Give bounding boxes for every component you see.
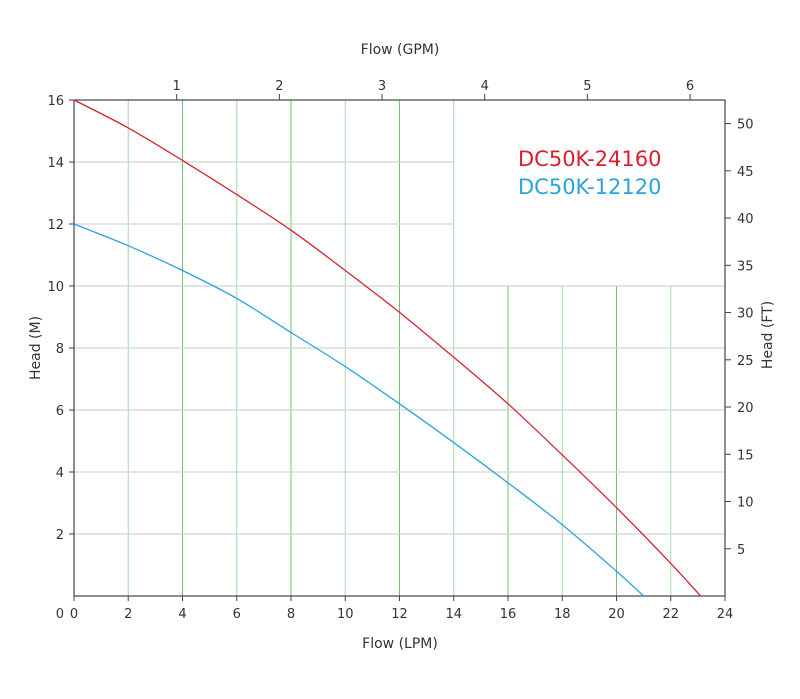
y2-tick-label: 10	[737, 496, 754, 511]
y-tick-label: 12	[47, 218, 64, 233]
y-axis-label: Head (M)	[28, 316, 44, 380]
y2-tick-label: 15	[737, 448, 754, 463]
x-tick-label: 6	[233, 607, 241, 622]
x-tick-label: 18	[554, 607, 571, 622]
y2-tick-label: 45	[737, 165, 754, 180]
y2-tick-label: 50	[737, 118, 754, 133]
y2-tick-label: 25	[737, 354, 754, 369]
series-line-DC50K-12120	[73, 223, 645, 597]
y-tick-label: 14	[47, 156, 64, 171]
x-tick-label: 0	[70, 607, 78, 622]
x2-tick-label: 1	[173, 79, 181, 94]
x-tick-label: 2	[124, 607, 132, 622]
legend: DC50K-24160 DC50K-12120	[518, 147, 662, 199]
x-tick-label: 8	[287, 607, 295, 622]
x2-tick-label: 5	[583, 79, 591, 94]
x-axis-label: Flow (LPM)	[362, 636, 438, 652]
x-tick-label: 20	[608, 607, 625, 622]
x-tick-label: 14	[445, 607, 462, 622]
y-tick-label: 2	[56, 528, 64, 543]
y-tick-label: 10	[47, 280, 64, 295]
x-tick-label: 4	[178, 607, 186, 622]
x-tick-label: 12	[391, 607, 408, 622]
x-tick-label: 24	[717, 607, 734, 622]
legend-entry: DC50K-12120	[518, 175, 662, 199]
y-tick-label: 6	[56, 404, 64, 419]
y-tick-label: 0	[56, 607, 64, 622]
y2-tick-label: 20	[737, 401, 754, 416]
x2-tick-label: 2	[275, 79, 283, 94]
y2-tick-label: 40	[737, 212, 754, 227]
series-line-DC50K-24160	[73, 99, 702, 597]
y-tick-label: 8	[56, 342, 64, 357]
x2-tick-label: 6	[686, 79, 694, 94]
y2-tick-label: 35	[737, 259, 754, 274]
x2-tick-label: 4	[481, 79, 489, 94]
y-tick-label: 16	[47, 94, 64, 109]
legend-entry: DC50K-24160	[518, 147, 662, 171]
y2-tick-label: 30	[737, 307, 754, 322]
y-tick-label: 4	[56, 466, 64, 481]
grid	[74, 100, 725, 596]
x-tick-label: 16	[500, 607, 517, 622]
x-tick-label: 10	[337, 607, 354, 622]
series-lines	[73, 99, 702, 597]
y2-tick-label: 5	[737, 543, 745, 558]
x2-tick-label: 3	[378, 79, 386, 94]
y2-axis-label: Head (FT)	[760, 301, 776, 369]
x-tick-label: 22	[662, 607, 679, 622]
x2-axis-label: Flow (GPM)	[361, 42, 440, 58]
